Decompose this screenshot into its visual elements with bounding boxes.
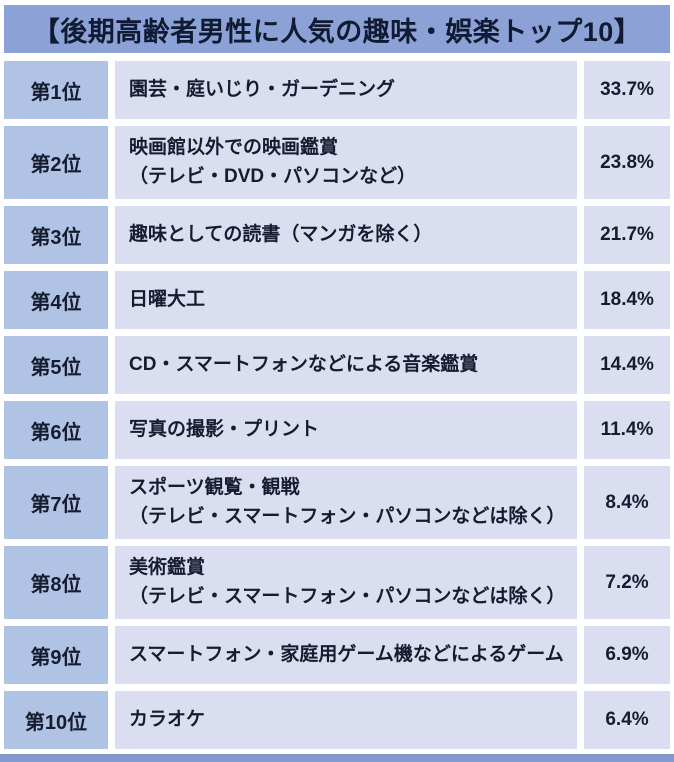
rank-label: 第7位 <box>30 494 82 516</box>
percent-cell: 21.7% <box>584 206 670 264</box>
rank-cell: 第9位 <box>4 626 108 684</box>
hobby-label: 趣味としての読書（マンガを除く） <box>129 223 433 245</box>
percent-cell: 6.9% <box>584 626 670 684</box>
rank-cell: 第10位 <box>4 691 108 749</box>
table-row: 第6位 写真の撮影・プリント 11.4% <box>4 401 670 459</box>
hobby-label: スマートフォン・家庭用ゲーム機などによるゲーム <box>129 643 564 665</box>
bottom-border-decoration <box>0 754 674 762</box>
percent-cell: 11.4% <box>584 401 670 459</box>
percent-cell: 7.2% <box>584 546 670 619</box>
table-row: 第1位 園芸・庭いじり・ガーデニング 33.7% <box>4 61 670 119</box>
percent-cell: 6.4% <box>584 691 670 749</box>
table-row: 第8位 美術鑑賞 （テレビ・スマートフォン・パソコンなどは除く） 7.2% <box>4 546 670 619</box>
percent-value: 11.4% <box>600 419 654 440</box>
rank-label: 第4位 <box>30 291 82 314</box>
hobby-cell: 趣味としての読書（マンガを除く） <box>115 206 577 264</box>
rank-label: 第6位 <box>30 421 82 444</box>
rank-label: 第10位 <box>24 711 88 734</box>
table-row: 第4位 日曜大工 18.4% <box>4 271 670 329</box>
percent-cell: 33.7% <box>584 61 670 119</box>
rank-label: 第3位 <box>30 226 82 249</box>
table-row: 第5位 CD・スマートフォンなどによる音楽鑑賞 14.4% <box>4 336 670 394</box>
rank-cell: 第3位 <box>4 206 108 264</box>
rank-cell: 第2位 <box>4 126 108 199</box>
hobby-cell: スマートフォン・家庭用ゲーム機などによるゲーム <box>115 626 577 684</box>
percent-value: 33.7% <box>600 79 654 100</box>
table-row: 第2位 映画館以外での映画鑑賞 （テレビ・DVD・パソコンなど） 23.8% <box>4 126 670 199</box>
rank-label: 第5位 <box>30 356 82 379</box>
hobby-cell: 美術鑑賞 （テレビ・スマートフォン・パソコンなどは除く） <box>115 546 577 619</box>
hobby-label: スポーツ観覧・観戦 <box>129 477 300 498</box>
hobby-label: 日曜大工 <box>129 288 206 310</box>
table-row: 第7位 スポーツ観覧・観戦 （テレビ・スマートフォン・パソコンなどは除く） 8.… <box>4 466 670 539</box>
hobby-note: （テレビ・スマートフォン・パソコンなどは除く） <box>129 585 566 607</box>
table-row: 第9位 スマートフォン・家庭用ゲーム機などによるゲーム 6.9% <box>4 626 670 684</box>
percent-value: 18.4% <box>600 289 654 310</box>
hobby-cell: スポーツ観覧・観戦 （テレビ・スマートフォン・パソコンなどは除く） <box>115 466 577 539</box>
hobby-cell: CD・スマートフォンなどによる音楽鑑賞 <box>115 336 577 394</box>
hobby-cell: 写真の撮影・プリント <box>115 401 577 459</box>
percent-value: 21.7% <box>600 224 654 245</box>
percent-value: 7.2% <box>605 571 649 593</box>
hobby-cell: 園芸・庭いじり・ガーデニング <box>115 61 577 119</box>
percent-value: 6.4% <box>605 709 649 730</box>
hobby-label: カラオケ <box>129 708 206 730</box>
rank-cell: 第6位 <box>4 401 108 459</box>
hobby-label: CD・スマートフォンなどによる音楽鑑賞 <box>129 353 479 375</box>
hobby-label: 美術鑑賞 <box>129 557 206 578</box>
table-row: 第10位 カラオケ 6.4% <box>4 691 670 749</box>
percent-value: 23.8% <box>600 151 654 173</box>
rank-cell: 第5位 <box>4 336 108 394</box>
percent-value: 8.4% <box>605 491 649 513</box>
hobby-cell: カラオケ <box>115 691 577 749</box>
percent-cell: 14.4% <box>584 336 670 394</box>
hobby-cell: 映画館以外での映画鑑賞 （テレビ・DVD・パソコンなど） <box>115 126 577 199</box>
hobby-label: 映画館以外での映画鑑賞 <box>129 137 339 158</box>
rank-label: 第1位 <box>30 81 82 104</box>
percent-cell: 18.4% <box>584 271 670 329</box>
hobby-cell: 日曜大工 <box>115 271 577 329</box>
rank-cell: 第4位 <box>4 271 108 329</box>
page-title: 【後期高齢者男性に人気の趣味・娯楽トップ10】 <box>4 5 670 53</box>
rank-cell: 第1位 <box>4 61 108 119</box>
ranking-table: 第1位 園芸・庭いじり・ガーデニング 33.7% 第2位 映画館以外での映画鑑賞… <box>4 61 670 749</box>
percent-value: 14.4% <box>600 354 654 375</box>
percent-cell: 8.4% <box>584 466 670 539</box>
percent-cell: 23.8% <box>584 126 670 199</box>
rank-cell: 第7位 <box>4 466 108 539</box>
hobby-label: 写真の撮影・プリント <box>129 418 320 440</box>
rank-label: 第9位 <box>30 646 82 669</box>
rank-label: 第2位 <box>30 154 82 176</box>
hobby-note: （テレビ・スマートフォン・パソコンなどは除く） <box>129 505 566 527</box>
rank-cell: 第8位 <box>4 546 108 619</box>
hobby-label: 園芸・庭いじり・ガーデニング <box>129 78 396 100</box>
percent-value: 6.9% <box>605 644 649 665</box>
rank-label: 第8位 <box>30 574 82 596</box>
table-row: 第3位 趣味としての読書（マンガを除く） 21.7% <box>4 206 670 264</box>
hobby-note: （テレビ・DVD・パソコンなど） <box>129 165 417 187</box>
